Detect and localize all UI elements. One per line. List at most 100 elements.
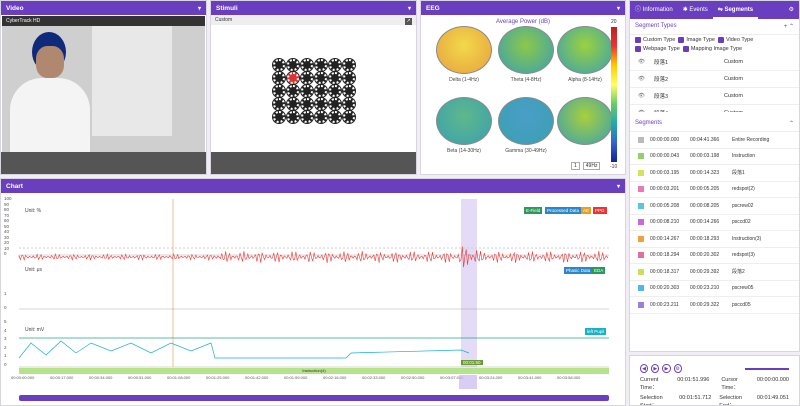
time-tick-label: 00:00:17.000 (50, 375, 74, 380)
legend-processed-data[interactable]: Processed Data (545, 207, 582, 214)
checkbox-video-type[interactable]: Video Type (717, 37, 753, 43)
segment-row[interactable]: 00:00:03.201 00:00:05.205 redspot(2) (630, 182, 799, 198)
y-tick-label: 1 (4, 353, 7, 359)
y-tick-label: 90 (4, 201, 10, 207)
chevron-up-icon[interactable]: ⌃ (788, 121, 794, 127)
right-panel: ⓘ Information ✱ Events ⇋ Segments ⚙ Segm… (629, 0, 800, 352)
segment-row[interactable]: 00:00:23.211 00:00:29.322 psccd05 (630, 297, 799, 314)
scale-max: 20 (611, 19, 617, 25)
face (36, 46, 64, 78)
segment-row[interactable]: 00:00:00.043 00:00:03.198 Instruction (630, 149, 799, 165)
chart-plot[interactable] (1, 193, 626, 406)
playback-controls: ◀ ▶ ▶ ⚙ Current Time： 00:01:51.996 Cursor… (629, 355, 800, 406)
chevron-down-icon[interactable]: ▾ (616, 5, 620, 12)
torso (10, 78, 90, 152)
checkbox-webpage-type[interactable]: Webpage Type (635, 46, 680, 52)
selection-region (461, 199, 477, 367)
time-tick-label: 00:01:59.000 (284, 375, 308, 380)
band-from-input[interactable]: 1 (571, 162, 580, 170)
time-tick-label: 00:03:58.000 (557, 375, 581, 380)
segment-end: 00:00:29.322 (690, 301, 720, 308)
segment-type-row[interactable]: 👁 段落3 Custom (630, 88, 799, 105)
checkbox-mapping-type[interactable]: Mapping Image Type (682, 46, 742, 52)
segment-type-kind: Custom (724, 110, 743, 112)
segment-row[interactable]: 00:00:20.303 00:00:23.210 pscrew05 (630, 281, 799, 297)
legend-left-pupil[interactable]: left Pupil (585, 328, 607, 335)
chevron-down-icon[interactable]: ▾ (616, 183, 620, 190)
topomap (498, 97, 554, 145)
segment-types-title: Segment Types (635, 23, 677, 29)
segment-type-row[interactable]: 👁 段落1 Custom (630, 54, 799, 71)
expand-icon[interactable]: ↗ (405, 18, 412, 25)
segment-type-row[interactable]: 👁 段落2 Custom (630, 71, 799, 88)
checkbox-custom-type[interactable]: Custom Type (635, 37, 675, 43)
y-tick-label: 3 (4, 336, 7, 342)
chevron-down-icon[interactable]: ▾ (407, 5, 411, 12)
skip-forward-button[interactable]: ▶ (662, 364, 671, 373)
segment-start: 00:00:00.000 (650, 136, 680, 143)
video-frame[interactable] (2, 16, 205, 152)
segment-type-kind: Custom (724, 76, 743, 82)
y-tick-label: 30 (4, 234, 10, 240)
volume-slider[interactable] (744, 367, 789, 370)
segment-start: 00:00:08.210 (650, 219, 680, 226)
segment-row[interactable]: 00:00:00.000 00:04:41.366 Entire Recording (630, 132, 799, 149)
settings-button[interactable]: ⚙ (673, 364, 682, 373)
segment-type-row[interactable]: 👁段落4Custom (630, 105, 799, 112)
y-tick-label: 80 (4, 207, 10, 212)
cursor-label: 00:01:50 (461, 360, 483, 365)
segment-name: Instruction(3) (732, 235, 762, 242)
segment-color-swatch (638, 153, 644, 160)
topomap (498, 26, 554, 74)
eye-icon[interactable]: 👁 (638, 59, 645, 65)
scale-min: -10 (610, 164, 618, 170)
stimuli-title: Stimuli (216, 4, 238, 12)
segment-row[interactable]: 00:00:18.317 00:00:29.392 段落2 (630, 264, 799, 281)
tab-label: Events (689, 7, 708, 13)
legend-phasic-data[interactable]: Phasic Data (564, 267, 593, 274)
segment-name: 段落1 (732, 170, 745, 177)
segment-row[interactable]: 00:00:05.208 00:00:08.205 pscrew02 (630, 198, 799, 215)
tab-events[interactable]: ✱ Events (682, 7, 708, 13)
legend-ppg[interactable]: PPG (593, 207, 607, 214)
segment-row[interactable]: 00:00:08.210 00:00:14.266 psccd02 (630, 215, 799, 231)
segment-type-name: 段落4 (654, 109, 724, 112)
eye-icon[interactable]: 👁 (638, 76, 645, 82)
segment-row[interactable]: 00:00:03.195 00:00:14.323 段落1 (630, 165, 799, 182)
y-tick-label: 1 (4, 291, 7, 296)
stimuli-footer (211, 152, 416, 174)
cursor-time-value: 00:00:00.000 (756, 377, 789, 383)
segment-name: pscrew02 (732, 202, 754, 209)
tab-segments[interactable]: ⇋ Segments (712, 1, 759, 19)
selection-handle[interactable] (459, 375, 477, 389)
segment-row[interactable]: 00:00:14.267 00:00:18.293 Instruction(3) (630, 231, 799, 248)
eye-icon[interactable]: 👁 (638, 93, 645, 99)
legend-e-field[interactable]: E-Field (524, 207, 543, 214)
band-to-input[interactable]: 49Hz (582, 162, 601, 170)
segment-row[interactable]: 00:00:18.294 00:00:20.302 redspot(3) (630, 248, 799, 264)
tab-information[interactable]: ⓘ Information (635, 7, 673, 13)
legend-ae[interactable]: AE (581, 207, 592, 214)
time-tick-label: 00:03:07.000 (440, 375, 464, 380)
segment-end: 00:00:03.198 (690, 153, 720, 160)
eye-icon[interactable]: 👁 (638, 110, 654, 112)
y-tick-label: 4 (4, 327, 7, 333)
gear-icon[interactable]: ⚙ (788, 7, 794, 13)
play-button[interactable]: ▶ (651, 364, 660, 373)
ppg-series (18, 246, 609, 268)
segment-name: redspot(3) (732, 252, 755, 259)
segment-name: pscrew05 (732, 285, 754, 292)
time-tick-label: 00:02:50.000 (401, 375, 425, 380)
timeline-segment-bar[interactable]: Instruction(4) (19, 368, 609, 374)
segment-type-filters: Custom Type Image Type Video Type Webpag… (630, 35, 799, 54)
unit-label-3: Unit: mV (25, 327, 45, 333)
chevron-down-icon[interactable]: ▾ (197, 5, 201, 12)
y-tick-label: 0 (4, 305, 7, 310)
checkbox-image-type[interactable]: Image Type (678, 37, 715, 43)
chart-panel: Chart ▾ 100 90 80 70 60 50 40 30 20 10 0 1 0 5 4 3 2 1 0 Un… (0, 178, 626, 406)
legend-eda[interactable]: EDA (592, 267, 606, 274)
timeline-scrollbar[interactable] (19, 395, 609, 401)
skip-back-button[interactable]: ◀ (640, 364, 649, 373)
segment-color-swatch (638, 285, 644, 292)
add-icon[interactable]: + ⌃ (783, 24, 794, 30)
